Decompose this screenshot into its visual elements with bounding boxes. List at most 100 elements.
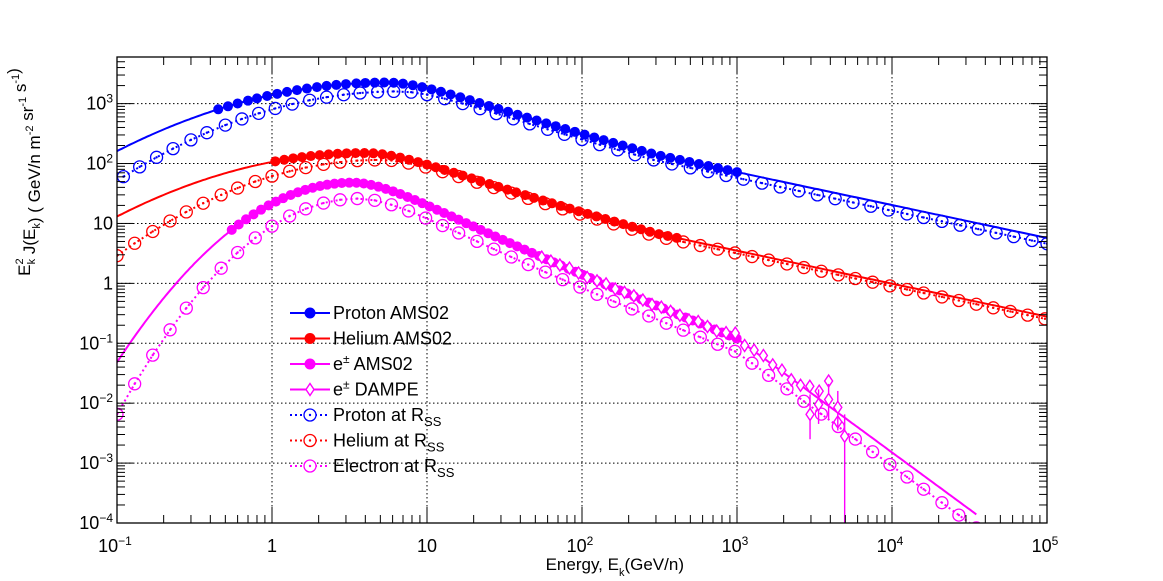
rss-point-center <box>797 189 800 193</box>
rss-point-center <box>975 303 978 306</box>
ams02-point <box>417 82 428 93</box>
ams02-point <box>591 211 602 222</box>
legend-label: e± AMS02 <box>333 352 413 374</box>
rss-point-center <box>682 240 685 244</box>
rss-point <box>248 174 262 189</box>
rss-point-center <box>1043 317 1047 321</box>
rss-point <box>132 160 147 174</box>
rss-point-center <box>1012 235 1015 238</box>
rss-point-center <box>887 208 890 212</box>
rss-series <box>117 84 1047 523</box>
rss-point <box>953 218 967 232</box>
legend-entry: e± DAMPE <box>290 378 419 400</box>
rss-point-center <box>133 242 136 245</box>
grid <box>117 57 1047 523</box>
ams02-point <box>653 229 664 240</box>
rss-point-center <box>1030 239 1034 242</box>
rss-point-center <box>342 93 345 96</box>
ams02-point <box>350 148 361 159</box>
ams02-point <box>292 85 303 96</box>
ams02-point <box>336 177 347 188</box>
ams02-point <box>262 91 273 102</box>
rss-point-center <box>510 255 513 259</box>
ams02-point <box>226 224 237 235</box>
rss-point-center <box>940 220 944 223</box>
rss-point-center <box>376 90 379 94</box>
rss-point <box>780 382 794 396</box>
rss-point-center <box>689 166 692 170</box>
rss-point-center <box>224 123 227 127</box>
y-tick-label: 10−1 <box>79 331 113 353</box>
ams02-point <box>655 150 666 161</box>
rss-point <box>773 180 787 194</box>
rss-point <box>761 368 776 383</box>
rss-point <box>900 282 914 297</box>
ams02-point <box>560 124 571 135</box>
ams02-point <box>617 140 628 151</box>
rss-point <box>163 323 177 337</box>
rss-point-center <box>257 112 260 115</box>
rss-point <box>283 209 297 223</box>
dampe-point <box>823 392 834 407</box>
rss-point-center <box>992 306 995 310</box>
ams02-point <box>435 86 446 97</box>
rss-point-center <box>308 99 311 102</box>
rss-point <box>214 188 228 202</box>
ams02-point <box>314 150 325 161</box>
dampe-point <box>730 325 741 341</box>
rss-point <box>1003 304 1017 319</box>
x-tick-label: 102 <box>567 534 594 556</box>
dampe-point <box>786 372 797 388</box>
ams02-point <box>662 231 673 242</box>
rss-point-center <box>612 300 615 303</box>
rss-point-center <box>750 361 754 365</box>
axis-ticks <box>116 56 1048 524</box>
rss-point-center <box>733 350 737 353</box>
rss-point-center <box>767 258 770 262</box>
rss-point <box>163 214 177 228</box>
ams02-point <box>232 98 243 109</box>
ams02-point <box>404 154 415 165</box>
rss-point-center <box>767 374 770 377</box>
ams02-point <box>573 206 584 217</box>
rss-point-center <box>288 170 291 173</box>
rss-point <box>693 330 707 344</box>
rss-point <box>916 210 931 225</box>
rss-point <box>900 470 914 484</box>
dampe-point <box>711 323 722 339</box>
legend-marker <box>304 307 316 319</box>
ams02-point <box>377 149 388 160</box>
dampe-point <box>638 292 648 308</box>
rss-point-center <box>616 148 619 152</box>
dampe-point <box>804 379 815 394</box>
ams02-point <box>263 200 274 211</box>
ams02-point <box>344 177 355 188</box>
ams02-point <box>608 137 619 148</box>
rss-point <box>555 272 570 287</box>
rss-point <box>952 508 966 522</box>
ams02-point <box>520 190 531 201</box>
y-tick-label: 10−3 <box>79 451 113 473</box>
rss-point-center <box>940 501 944 504</box>
rss-point <box>230 245 245 260</box>
rss-point-center <box>716 343 719 346</box>
ams02-point <box>502 184 513 195</box>
rss-point-center <box>325 95 328 99</box>
rss-point-center <box>443 97 446 100</box>
rss-point-center <box>802 266 806 269</box>
ams02-point <box>272 88 283 99</box>
rss-point <box>316 196 331 210</box>
rss-point-center <box>392 90 395 93</box>
rss-point-center <box>512 117 515 121</box>
rss-point-center <box>492 247 496 251</box>
ams02-point <box>430 162 441 173</box>
ams02-point <box>531 115 542 126</box>
rss-point <box>916 286 931 300</box>
rss-point <box>368 193 382 207</box>
ams02-point <box>413 157 424 168</box>
rss-point-center <box>356 197 359 200</box>
rss-point-center <box>304 207 307 211</box>
rss-point-center <box>390 203 393 206</box>
legend-entry: Proton AMS02 <box>290 303 449 323</box>
rss-point <box>916 482 931 496</box>
